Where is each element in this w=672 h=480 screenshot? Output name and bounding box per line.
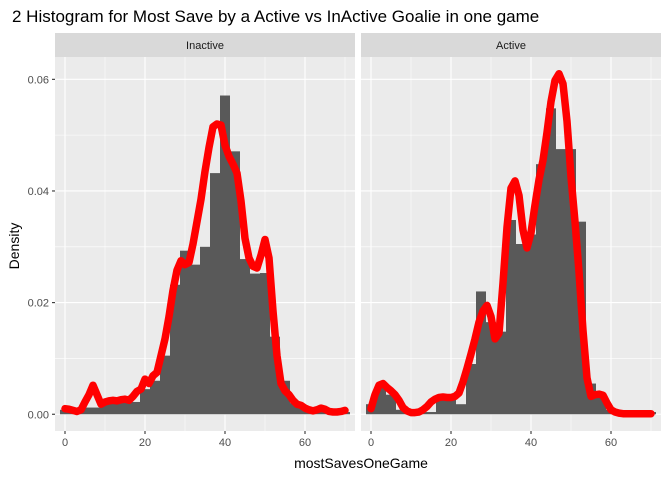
x-tick-label: 40 bbox=[219, 437, 231, 449]
histogram-bar bbox=[476, 291, 486, 415]
histogram-bar bbox=[596, 394, 606, 415]
histogram-bar bbox=[170, 284, 180, 415]
histogram-bar bbox=[280, 380, 290, 415]
histogram-bar bbox=[466, 364, 476, 415]
facet-strip-label: Active bbox=[496, 40, 526, 52]
histogram-bar bbox=[516, 244, 526, 415]
y-tick-label: 0.04 bbox=[28, 186, 49, 198]
facet-strip bbox=[55, 33, 355, 57]
panels-layer: Inactive 0 20 40 60 Active 0 20 40 60 bbox=[55, 33, 661, 449]
histogram-bar bbox=[386, 394, 396, 415]
histogram-bar bbox=[200, 246, 210, 415]
x-tick-label: 20 bbox=[445, 437, 457, 449]
facet-strip-label: Inactive bbox=[186, 40, 224, 52]
histogram-bar bbox=[426, 412, 436, 415]
histogram-bar bbox=[526, 234, 536, 415]
density-curve bbox=[61, 120, 349, 416]
histogram-bar bbox=[506, 219, 516, 415]
chart-title: 2 Histogram for Most Save by a Active vs… bbox=[12, 7, 539, 26]
histogram-bar bbox=[100, 401, 110, 415]
x-axis-title: mostSavesOneGame bbox=[294, 455, 428, 471]
histogram-bar bbox=[376, 383, 386, 415]
histogram-bar bbox=[536, 164, 546, 415]
histogram-bar bbox=[496, 331, 506, 415]
histogram-bar bbox=[150, 380, 160, 415]
facet-strip bbox=[361, 33, 661, 57]
x-tick-label: 20 bbox=[139, 437, 151, 449]
histogram-bar bbox=[270, 336, 280, 415]
y-tick-label: 0.00 bbox=[28, 409, 49, 421]
histogram-bar bbox=[140, 389, 150, 415]
histogram-bar bbox=[90, 407, 100, 415]
histogram-bar bbox=[160, 355, 170, 415]
histogram-bar bbox=[566, 149, 576, 415]
histogram-bar bbox=[556, 149, 566, 415]
histogram-bar bbox=[546, 108, 556, 415]
x-tick-label: 0 bbox=[62, 437, 68, 449]
histogram-bar bbox=[260, 273, 270, 415]
x-tick-label: 60 bbox=[605, 437, 617, 449]
histogram-bar bbox=[210, 173, 220, 415]
x-tick-label: 40 bbox=[525, 437, 537, 449]
y-tick-label: 0.02 bbox=[28, 298, 49, 310]
histogram-bar bbox=[230, 151, 240, 415]
density-curve bbox=[367, 70, 655, 418]
histogram-bar bbox=[110, 401, 120, 415]
histogram-bar bbox=[120, 401, 130, 415]
histogram-bar bbox=[130, 401, 140, 415]
histogram-bar bbox=[456, 404, 466, 415]
histogram-bar bbox=[250, 273, 260, 415]
histogram-bar bbox=[396, 409, 406, 415]
histogram-bar bbox=[220, 95, 230, 415]
histogram-bar bbox=[446, 394, 456, 415]
y-axis-title: Density bbox=[6, 223, 22, 270]
x-tick-label: 0 bbox=[368, 437, 374, 449]
histogram-bar bbox=[80, 407, 90, 415]
y-tick-label: 0.06 bbox=[28, 74, 49, 86]
histogram-bar bbox=[486, 322, 496, 415]
panel-inactive: Inactive 0 20 40 60 bbox=[55, 33, 355, 449]
y-axis: 0.00 0.02 0.04 0.06 bbox=[28, 74, 55, 421]
x-tick-label: 60 bbox=[299, 437, 311, 449]
histogram-bar bbox=[290, 403, 300, 415]
panel-active: Active 0 20 40 60 bbox=[361, 33, 661, 449]
histogram-bar bbox=[190, 264, 200, 415]
histogram-bar bbox=[180, 250, 190, 415]
histogram-bar bbox=[436, 394, 446, 415]
histogram-bar bbox=[240, 259, 250, 415]
